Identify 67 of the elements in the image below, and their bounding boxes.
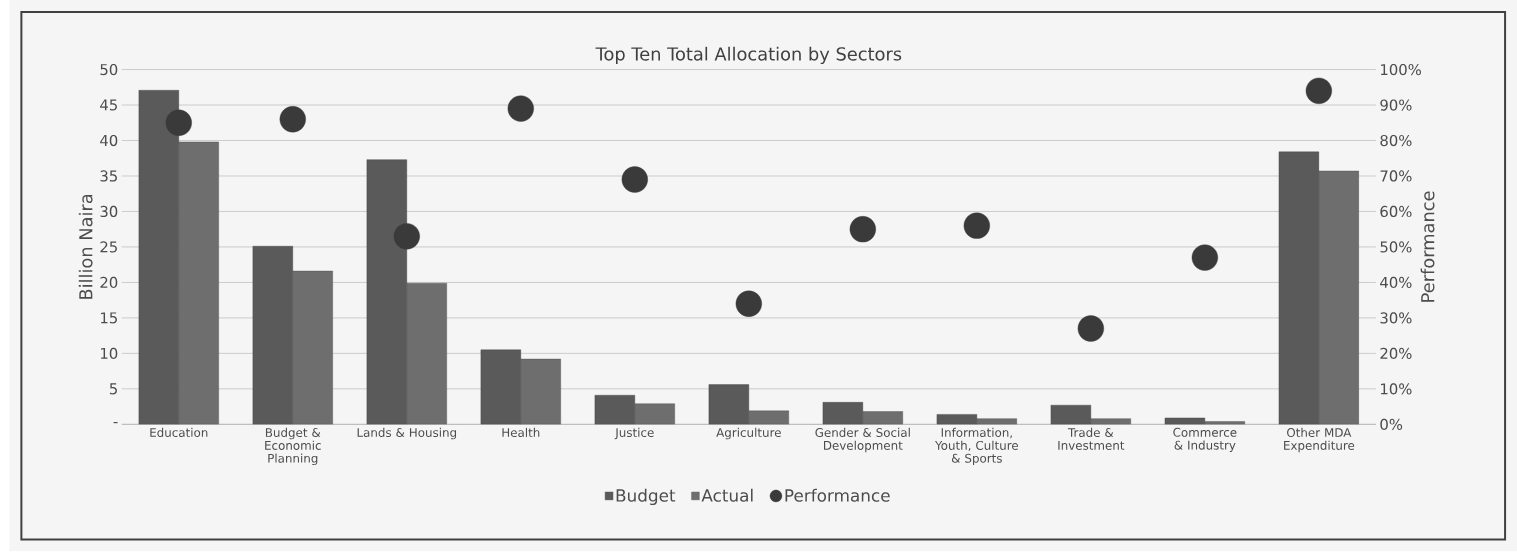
- bar: [708, 384, 750, 425]
- y-tick-label: 5: [109, 383, 117, 395]
- y-tick-label: 20: [100, 277, 118, 289]
- x-tick-label: Information, Youth, Culture & Sports: [935, 428, 1019, 466]
- y-tick-label: -: [113, 422, 118, 424]
- y-axis-title: Billion Naira: [78, 195, 93, 300]
- bar: [252, 246, 293, 425]
- y2-tick-label: 50%: [1380, 241, 1412, 253]
- bar: [480, 349, 521, 425]
- legend-label: Budget: [616, 489, 676, 506]
- y-tick-label: 10: [100, 347, 118, 360]
- point: [849, 216, 876, 243]
- x-tick-label: Education: [150, 428, 208, 438]
- x-tick-label: Other MDA Expenditure: [1284, 428, 1355, 453]
- y2-tick-label: 10%: [1381, 383, 1412, 395]
- bar: [366, 159, 407, 425]
- bar: [178, 141, 219, 425]
- bar: [1318, 171, 1359, 425]
- y2-tick-label: 100%: [1381, 64, 1421, 76]
- y2-tick-label: 70%: [1380, 170, 1412, 182]
- y2-axis-title: Performance: [1420, 191, 1435, 302]
- bar: [520, 359, 561, 425]
- bar: [1050, 405, 1092, 425]
- x-tick-label: Agriculture: [716, 428, 781, 440]
- point: [1305, 77, 1332, 105]
- y2-tick-label: 0%: [1380, 418, 1403, 431]
- point: [1191, 244, 1218, 271]
- x-tick-label: Gender & Social Development: [815, 428, 910, 453]
- x-tick-label: Lands & Housing: [357, 428, 457, 440]
- point: [279, 106, 306, 133]
- y-tick-label: 25: [100, 241, 117, 253]
- point: [507, 95, 534, 122]
- point: [1077, 315, 1104, 342]
- bar: [634, 403, 675, 425]
- y-tick-label: 45: [100, 99, 117, 111]
- point: [165, 109, 192, 137]
- bar: [594, 395, 636, 425]
- bar: [138, 90, 179, 425]
- legend-label: Actual: [701, 489, 753, 503]
- legend-label: Performance: [785, 489, 890, 503]
- x-tick-label: Justice: [614, 428, 654, 440]
- y-tick-label: 50: [100, 64, 118, 76]
- y2-tick-label: 90%: [1380, 99, 1412, 111]
- x-tick-label: Trade & Investment: [1058, 428, 1125, 451]
- x-tick-label: Commerce & Industry: [1173, 428, 1237, 453]
- x-tick-label: Health: [502, 428, 540, 438]
- chart-title: Top Ten Total Allocation by Sectors: [595, 47, 902, 65]
- point: [735, 290, 762, 318]
- y2-tick-label: 30%: [1380, 312, 1412, 324]
- y-tick-label: 35: [100, 170, 117, 182]
- y-tick-label: 40: [100, 135, 118, 147]
- y-tick-label: 15: [100, 312, 117, 324]
- point: [963, 212, 990, 240]
- y2-tick-label: 20%: [1380, 347, 1412, 360]
- bar: [862, 411, 903, 425]
- bar: [406, 283, 447, 425]
- y2-tick-label: 80%: [1380, 135, 1412, 147]
- bar: [822, 402, 864, 425]
- bar: [748, 411, 789, 425]
- point: [621, 166, 648, 193]
- bar: [292, 271, 333, 425]
- bar: [1278, 151, 1320, 425]
- y2-tick-label: 40%: [1380, 277, 1412, 289]
- point: [393, 223, 420, 250]
- x-tick-label: Budget & Economic Planning: [265, 428, 321, 466]
- y2-tick-label: 60%: [1380, 206, 1412, 218]
- y-tick-label: 30: [100, 206, 118, 218]
